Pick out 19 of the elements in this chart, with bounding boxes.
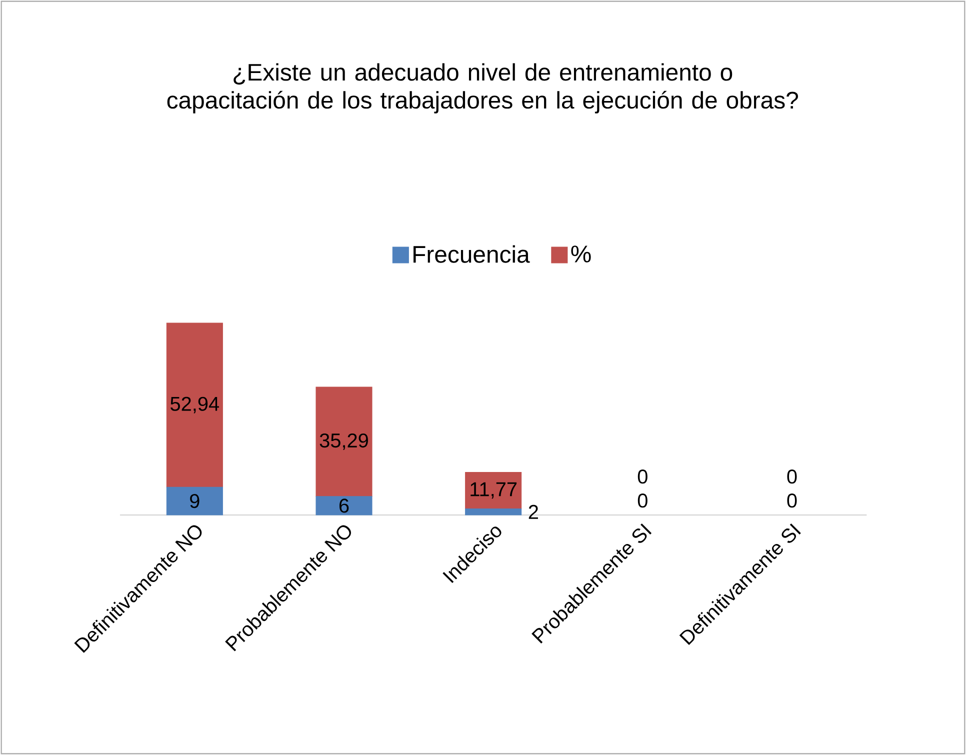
bar <box>465 472 522 510</box>
data-label: 0 <box>638 494 648 508</box>
data-label: 52,94 <box>170 396 220 414</box>
data-label: 0 <box>787 470 797 484</box>
data-label: 35,29 <box>320 433 368 450</box>
data-label: 9 <box>190 494 200 508</box>
bar <box>166 322 223 488</box>
bar <box>316 386 372 497</box>
data-label: 2 <box>528 504 538 519</box>
data-label: 11,77 <box>470 482 517 499</box>
data-label: 0 <box>787 494 797 508</box>
bar <box>166 486 223 516</box>
bar <box>316 496 372 516</box>
chart-title: ¿Existe un adecuado nivel de entrenamiento o capacitación de los trabajadores en la ejecución de obras? <box>167 63 798 114</box>
data-label: 0 <box>638 470 648 484</box>
legend-label: Frecuencia <box>414 245 530 263</box>
legend-label: % <box>571 246 591 262</box>
data-label: 6 <box>339 498 349 513</box>
bar <box>465 508 522 516</box>
